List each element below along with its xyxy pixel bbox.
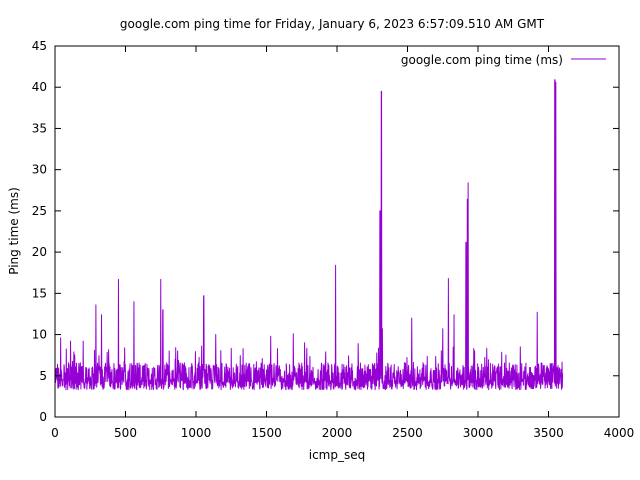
x-tick-label: 4000 <box>604 426 635 440</box>
y-tick-label: 40 <box>32 80 47 94</box>
y-tick-label: 0 <box>39 410 47 424</box>
x-tick-label: 3000 <box>463 426 494 440</box>
series-layer <box>54 79 564 391</box>
y-axis: 0 5 10 15 20 25 30 35 40 45 <box>32 39 619 424</box>
y-tick-label: 35 <box>32 121 47 135</box>
x-tick-label: 1500 <box>251 426 282 440</box>
plot-frame <box>54 45 620 418</box>
y-tick-label: 5 <box>39 369 47 383</box>
ping-series-line <box>54 79 564 391</box>
x-tick-label: 1000 <box>181 426 212 440</box>
y-axis-label: Ping time (ms) <box>7 187 21 275</box>
y-tick-label: 15 <box>32 286 47 300</box>
x-tick-label: 0 <box>51 426 59 440</box>
y-tick-label: 45 <box>32 39 47 53</box>
x-axis-label: icmp_seq <box>309 448 366 462</box>
x-tick-label: 2500 <box>392 426 423 440</box>
y-tick-label: 20 <box>32 245 47 259</box>
x-tick-label: 500 <box>114 426 137 440</box>
y-tick-label: 10 <box>32 328 47 342</box>
legend: google.com ping time (ms) <box>401 53 606 67</box>
chart-title: google.com ping time for Friday, January… <box>120 17 545 31</box>
x-tick-label: 2000 <box>322 426 353 440</box>
legend-label: google.com ping time (ms) <box>401 53 563 67</box>
x-tick-label: 3500 <box>533 426 564 440</box>
y-tick-label: 30 <box>32 163 47 177</box>
y-tick-label: 25 <box>32 204 47 218</box>
x-axis: 0 500 1000 1500 2000 2500 3000 3500 4000 <box>51 46 634 440</box>
